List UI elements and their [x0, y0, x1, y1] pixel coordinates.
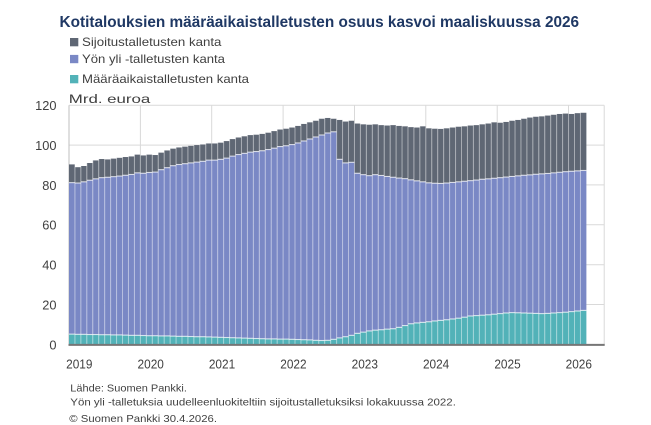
svg-text:Sijoitustalletusten kanta: Sijoitustalletusten kanta: [82, 36, 222, 49]
svg-text:Lähde: Suomen Pankki.: Lähde: Suomen Pankki.: [70, 384, 187, 395]
svg-text:2020: 2020: [138, 356, 164, 371]
svg-text:80: 80: [42, 178, 56, 193]
svg-text:2019: 2019: [66, 356, 92, 371]
svg-text:2022: 2022: [280, 356, 306, 371]
svg-text:Määräaikaistalletusten kanta: Määräaikaistalletusten kanta: [82, 73, 250, 86]
svg-text:Kotitalouksien määräaikaistall: Kotitalouksien määräaikaistalletusten os…: [60, 14, 580, 31]
svg-text:2026: 2026: [566, 356, 592, 371]
svg-text:Mrd. euroa: Mrd. euroa: [69, 92, 151, 106]
svg-text:Yön yli -talletuksia uudelleen: Yön yli -talletuksia uudelleenluokitelti…: [70, 397, 456, 408]
svg-text:2021: 2021: [209, 356, 235, 371]
svg-text:120: 120: [35, 98, 56, 113]
svg-text:2023: 2023: [352, 356, 378, 371]
svg-text:20: 20: [42, 297, 56, 312]
svg-text:© Suomen Pankki 30.4.2026.: © Suomen Pankki 30.4.2026.: [69, 414, 217, 425]
svg-text:40: 40: [42, 258, 56, 273]
svg-text:100: 100: [35, 138, 56, 153]
svg-text:2024: 2024: [423, 356, 449, 371]
svg-text:2025: 2025: [494, 356, 520, 371]
svg-text:Yön yli -talletusten kanta: Yön yli -talletusten kanta: [82, 53, 226, 66]
svg-text:60: 60: [42, 218, 56, 233]
svg-text:0: 0: [49, 337, 56, 352]
